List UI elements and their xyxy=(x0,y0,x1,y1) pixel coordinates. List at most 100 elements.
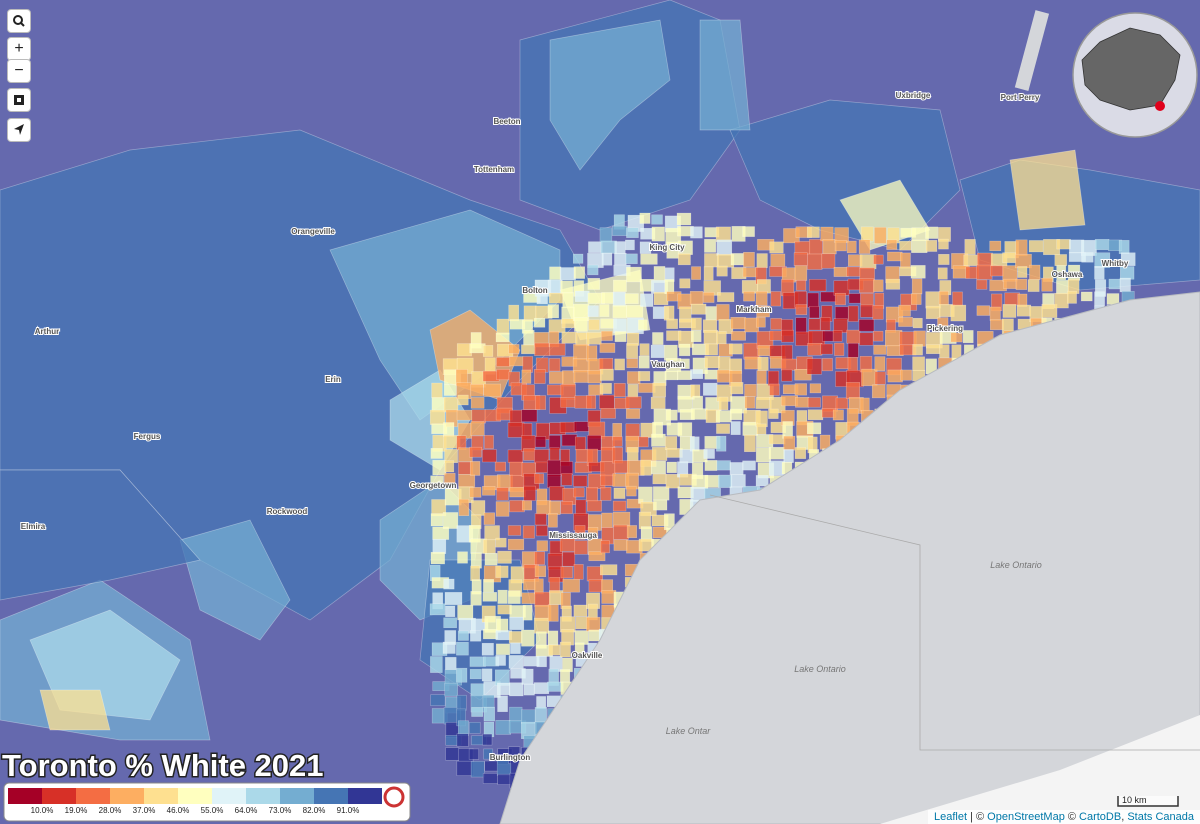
region xyxy=(938,290,949,306)
region xyxy=(873,344,887,355)
region xyxy=(1081,252,1094,263)
region xyxy=(833,266,849,277)
region xyxy=(781,358,797,371)
region xyxy=(613,539,628,551)
region xyxy=(588,579,603,593)
region xyxy=(562,578,580,593)
legend-swatch xyxy=(314,788,348,804)
attribution-link[interactable]: Leaflet xyxy=(933,811,968,823)
region xyxy=(677,370,693,381)
region xyxy=(704,343,718,356)
region xyxy=(469,461,481,476)
locate-button[interactable] xyxy=(7,118,31,142)
region xyxy=(573,266,586,279)
region xyxy=(587,527,599,538)
region xyxy=(715,226,731,243)
region xyxy=(807,409,824,421)
region xyxy=(1118,240,1130,254)
region xyxy=(809,383,822,394)
region xyxy=(989,240,1002,252)
region xyxy=(769,383,780,396)
attribution-link[interactable]: Stats Canada xyxy=(1127,811,1194,823)
zoom-out[interactable]: − xyxy=(7,59,31,83)
region xyxy=(548,644,561,656)
region xyxy=(469,722,481,734)
region xyxy=(534,551,545,565)
region xyxy=(536,500,552,515)
attribution-link[interactable]: CartoDB xyxy=(1079,811,1122,823)
region xyxy=(1054,254,1067,266)
region xyxy=(573,421,589,432)
legend-toggle[interactable] xyxy=(383,786,405,808)
region xyxy=(690,317,702,331)
region xyxy=(911,293,922,305)
region xyxy=(536,655,547,668)
region xyxy=(950,304,967,322)
place-label: Arthur xyxy=(35,327,59,336)
region xyxy=(1056,239,1071,250)
region xyxy=(600,368,614,381)
region xyxy=(626,227,639,238)
region xyxy=(549,447,560,461)
water-label: Lake Ontario xyxy=(990,560,1042,570)
region xyxy=(533,617,550,634)
region xyxy=(976,279,988,290)
region xyxy=(832,330,843,342)
region xyxy=(900,252,911,269)
region xyxy=(743,251,755,268)
region xyxy=(925,305,941,320)
region xyxy=(587,277,601,290)
region xyxy=(429,409,446,425)
region xyxy=(549,358,561,372)
region xyxy=(666,318,678,329)
region xyxy=(612,500,627,512)
region xyxy=(650,460,666,475)
region xyxy=(430,448,443,459)
place-label: Burlington xyxy=(490,753,531,762)
region xyxy=(663,305,675,321)
zoom-in[interactable]: + xyxy=(7,37,31,61)
region xyxy=(677,253,691,266)
region xyxy=(911,239,928,253)
legend-swatch xyxy=(280,788,314,804)
legend-label: 28.0% xyxy=(99,806,122,815)
region xyxy=(834,306,849,321)
region xyxy=(600,240,617,254)
region xyxy=(963,254,980,266)
region xyxy=(770,291,782,307)
region xyxy=(483,579,495,593)
region xyxy=(523,448,535,461)
place-label: Georgetown xyxy=(410,481,457,490)
region xyxy=(742,226,755,237)
region xyxy=(1120,252,1136,266)
region xyxy=(1094,266,1105,280)
region xyxy=(429,603,446,616)
region xyxy=(925,240,938,252)
legend-swatch xyxy=(348,788,382,804)
region xyxy=(445,605,456,618)
region xyxy=(599,227,613,243)
region xyxy=(690,369,704,379)
legend-swatch xyxy=(76,788,110,804)
region xyxy=(781,329,794,343)
region xyxy=(716,423,730,434)
region xyxy=(640,293,654,307)
attribution-link[interactable]: OpenStreetMap xyxy=(987,811,1065,823)
region xyxy=(744,434,756,453)
region xyxy=(445,747,460,761)
search-button[interactable] xyxy=(7,9,31,33)
legend-swatch xyxy=(144,788,178,804)
region xyxy=(470,397,485,409)
region xyxy=(575,499,587,516)
region xyxy=(468,748,479,760)
region xyxy=(808,318,821,331)
fullscreen-button[interactable] xyxy=(7,88,31,112)
region xyxy=(0,469,201,601)
region xyxy=(677,422,693,437)
region xyxy=(926,344,941,355)
region xyxy=(523,683,535,696)
region xyxy=(874,227,887,244)
region xyxy=(574,290,590,302)
place-label: Markham xyxy=(736,305,771,314)
region xyxy=(496,357,511,367)
